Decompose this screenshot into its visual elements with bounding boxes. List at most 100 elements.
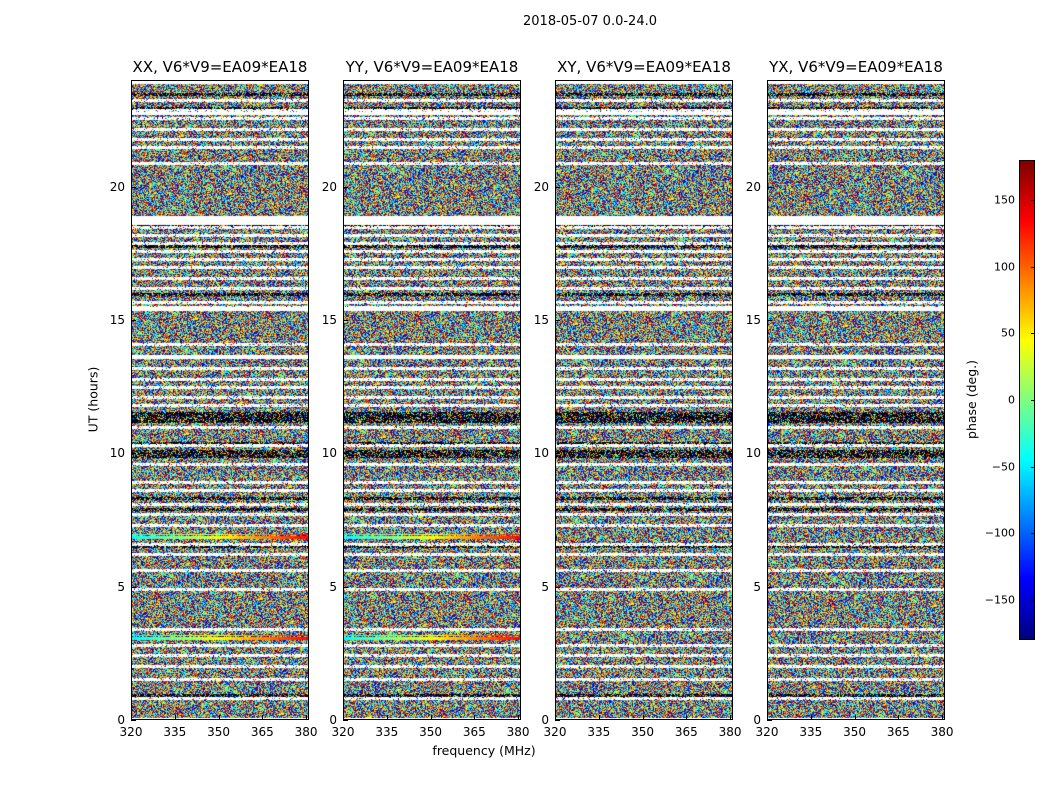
x-tick-mark-xy-380 <box>730 715 732 720</box>
heatmap-canvas-xy <box>556 81 732 719</box>
x-tick-mark-yx-380 <box>942 715 944 720</box>
x-tick-label-yy-350: 350 <box>419 725 442 739</box>
x-tick-mark-yy-380 <box>518 715 520 720</box>
colorbar-tick-mark <box>1031 466 1035 468</box>
x-tick-mark-xy-350 <box>642 715 644 720</box>
y-tick-mark-xx-5 <box>131 586 136 588</box>
x-tick-label-yy-320: 320 <box>331 725 355 739</box>
x-tick-label-xy-350: 350 <box>631 725 654 739</box>
x-tick-mark-xy-320 <box>555 715 556 720</box>
colorbar-tick-label: −150 <box>984 593 1015 607</box>
x-tick-mark-yy-365 <box>474 715 476 720</box>
x-tick-label-xy-380: 380 <box>718 725 742 739</box>
y-tick-mark-xx-10 <box>131 453 136 455</box>
y-tick-label-xy-5: 5 <box>541 579 549 594</box>
heatmap-panel-xx <box>131 80 309 720</box>
x-tick-label-xy-365: 365 <box>674 725 698 739</box>
y-tick-label-yy-10: 10 <box>321 446 337 461</box>
x-tick-label-xx-320: 320 <box>119 725 143 739</box>
y-tick-mark-yx-20 <box>767 186 772 188</box>
x-tick-mark-xx-365 <box>262 715 264 720</box>
y-tick-label-xy-20: 20 <box>533 179 549 194</box>
x-tick-mark-xy-335 <box>598 715 600 720</box>
y-tick-label-xy-10: 10 <box>533 446 549 461</box>
y-tick-mark-xy-0 <box>555 720 560 721</box>
y-tick-label-xy-15: 15 <box>533 313 549 327</box>
y-tick-mark-yy-20 <box>343 186 348 188</box>
colorbar-tick-mark <box>1031 400 1035 401</box>
y-tick-label-yy-20: 20 <box>321 179 337 194</box>
colorbar-tick-label: 150 <box>994 193 1015 207</box>
heatmap-panel-yx <box>767 80 945 720</box>
heatmap-canvas-yy <box>344 81 520 719</box>
y-tick-mark-yx-5 <box>767 586 772 588</box>
x-axis-label: frequency (MHz) <box>432 743 536 758</box>
suptitle: 2018-05-07 0.0-24.0 <box>523 14 657 29</box>
x-tick-mark-xx-320 <box>131 715 132 720</box>
x-tick-label-yy-335: 335 <box>375 725 399 739</box>
panel-title-xy: XY, V6*V9=EA09*EA18 <box>557 58 731 76</box>
x-tick-label-xy-335: 335 <box>587 725 611 739</box>
colorbar-tick-mark <box>1031 533 1035 535</box>
y-tick-label-yx-5: 5 <box>753 579 761 594</box>
colorbar-tick-label: −50 <box>991 460 1015 474</box>
y-tick-label-yx-20: 20 <box>745 179 761 194</box>
x-tick-label-yx-350: 350 <box>843 725 866 739</box>
y-tick-mark-yy-10 <box>343 453 348 455</box>
y-tick-mark-xx-15 <box>131 320 136 321</box>
x-tick-label-yx-335: 335 <box>799 725 823 739</box>
x-tick-label-xx-380: 380 <box>294 725 318 739</box>
colorbar-tick-mark <box>1031 266 1035 268</box>
y-tick-label-yx-10: 10 <box>745 446 761 461</box>
x-tick-label-xy-320: 320 <box>543 725 567 739</box>
x-tick-mark-yy-335 <box>386 715 388 720</box>
colorbar-tick-label: −100 <box>984 526 1015 540</box>
y-tick-label-xx-15: 15 <box>109 313 125 327</box>
y-tick-mark-yy-0 <box>343 720 348 721</box>
x-tick-mark-yy-350 <box>430 715 432 720</box>
x-tick-mark-xx-380 <box>306 715 308 720</box>
colorbar-tick-label: 100 <box>994 260 1015 274</box>
y-tick-mark-yx-10 <box>767 453 772 455</box>
y-tick-label-xx-10: 10 <box>109 446 125 461</box>
y-tick-mark-xx-0 <box>131 720 136 721</box>
y-tick-mark-xy-10 <box>555 453 560 455</box>
x-tick-label-yx-380: 380 <box>930 725 954 739</box>
heatmap-panel-xy <box>555 80 733 720</box>
y-tick-label-yx-0: 0 <box>753 713 761 727</box>
x-tick-label-yx-320: 320 <box>755 725 779 739</box>
y-axis-label: UT (hours) <box>85 366 101 433</box>
y-tick-mark-yy-5 <box>343 586 348 588</box>
x-tick-label-xx-335: 335 <box>163 725 187 739</box>
x-tick-label-xx-365: 365 <box>250 725 274 739</box>
x-tick-label-yy-380: 380 <box>506 725 530 739</box>
y-tick-label-yy-15: 15 <box>321 313 337 327</box>
y-tick-mark-yx-0 <box>767 720 772 721</box>
colorbar-tick-label: 50 <box>1001 326 1015 340</box>
x-tick-mark-xx-335 <box>174 715 176 720</box>
x-tick-mark-xx-350 <box>218 715 220 720</box>
colorbar-tick-mark <box>1031 333 1035 335</box>
heatmap-canvas-xx <box>132 81 308 719</box>
x-tick-label-yx-365: 365 <box>886 725 910 739</box>
colorbar-gradient <box>1020 161 1034 639</box>
panel-title-yx: YX, V6*V9=EA09*EA18 <box>769 58 943 76</box>
x-tick-mark-yx-335 <box>810 715 812 720</box>
y-tick-label-xy-0: 0 <box>541 713 549 727</box>
y-tick-label-yy-5: 5 <box>329 579 337 594</box>
y-tick-label-yy-0: 0 <box>329 713 337 727</box>
y-tick-label-xx-5: 5 <box>117 579 125 594</box>
y-tick-mark-xy-15 <box>555 320 560 321</box>
x-tick-label-yy-365: 365 <box>462 725 486 739</box>
x-tick-mark-yy-320 <box>343 715 344 720</box>
y-tick-label-xx-20: 20 <box>109 179 125 194</box>
colorbar-tick-mark <box>1031 200 1035 201</box>
x-tick-label-xx-350: 350 <box>207 725 230 739</box>
x-tick-mark-yx-365 <box>898 715 900 720</box>
y-tick-mark-xx-20 <box>131 186 136 188</box>
heatmap-canvas-yx <box>768 81 944 719</box>
colorbar-tick-mark <box>1031 600 1035 601</box>
panel-title-yy: YY, V6*V9=EA09*EA18 <box>345 58 519 76</box>
x-tick-mark-xy-365 <box>686 715 688 720</box>
y-tick-mark-yx-15 <box>767 320 772 321</box>
